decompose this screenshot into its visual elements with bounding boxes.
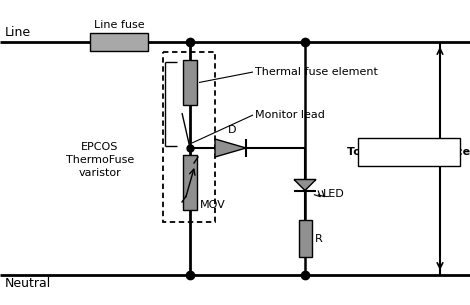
Text: EPCOS
ThermoFuse
varistor: EPCOS ThermoFuse varistor <box>66 142 134 178</box>
Text: Line: Line <box>5 26 31 39</box>
Bar <box>183 60 197 105</box>
Text: Neutral: Neutral <box>5 277 51 290</box>
Text: Monitor lead: Monitor lead <box>255 110 325 120</box>
Text: LED: LED <box>323 189 345 199</box>
Text: To protected device: To protected device <box>347 147 470 157</box>
Text: D: D <box>228 125 237 135</box>
Bar <box>298 220 312 257</box>
Polygon shape <box>215 139 246 157</box>
Text: MOV: MOV <box>200 200 226 210</box>
Bar <box>163 52 215 222</box>
Bar <box>358 138 460 166</box>
Bar <box>90 33 148 51</box>
Text: R: R <box>315 234 323 243</box>
Bar <box>183 155 197 210</box>
Text: Thermal fuse element: Thermal fuse element <box>255 67 378 77</box>
Polygon shape <box>294 180 316 191</box>
Text: Line fuse: Line fuse <box>94 20 144 30</box>
